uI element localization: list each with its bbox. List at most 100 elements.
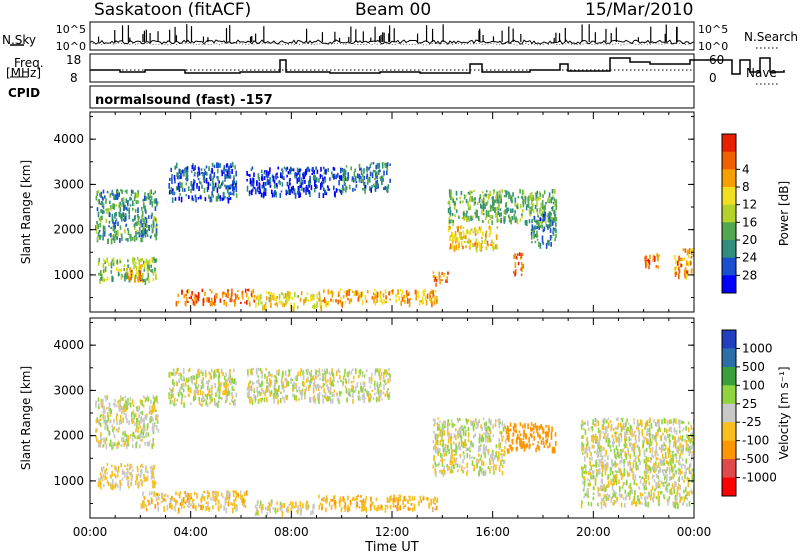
time-tick-label: 08:00 — [274, 525, 309, 539]
colorbar-tick-label: 12 — [742, 198, 757, 212]
colorbar-swatch — [722, 403, 736, 423]
colorbar-swatch — [722, 222, 736, 241]
freq-trace — [90, 57, 785, 75]
time-tick-label: 04:00 — [173, 525, 208, 539]
colorbar-swatch — [722, 477, 736, 497]
scatter-region — [126, 264, 142, 283]
scatter-region — [432, 271, 449, 287]
colorbar-tick-label: 100 — [742, 378, 765, 392]
nave-tick-bottom: 0 — [709, 71, 717, 85]
colorbar-swatch — [722, 169, 736, 188]
cpid-label: CPID — [8, 86, 41, 100]
colorbar-swatch — [722, 440, 736, 460]
beam-title: Beam 00 — [355, 0, 432, 20]
time-tick-label: 00:00 — [73, 525, 108, 539]
colorbar-swatch — [722, 151, 736, 170]
scatter-region — [97, 463, 157, 491]
scatter-region — [432, 417, 507, 478]
colorbar-tick-label: -1000 — [742, 471, 777, 485]
power-colorbar: 4 8 12 16 20 24 28 Power [dB] — [721, 133, 791, 294]
time-axis-label: Time UT — [364, 540, 418, 554]
scatter-region — [674, 248, 694, 280]
velocity-panel: 1000 2000 3000 4000 Slant Range [km] — [19, 317, 695, 519]
scatter-region — [95, 395, 160, 450]
scatter-region — [530, 211, 557, 249]
scatter-region — [246, 367, 391, 405]
time-tick-label: 16:00 — [475, 525, 510, 539]
nsearch-label: N.Search — [744, 30, 799, 44]
freq-tick-top: 18 — [66, 53, 81, 67]
scatter-region — [95, 189, 159, 245]
time-tick-label: 20:00 — [576, 525, 611, 539]
colorbar-swatch — [722, 366, 736, 386]
station-title: Saskatoon (fitACF) — [94, 0, 252, 20]
cpid-text: normalsound (fast) -157 — [95, 93, 273, 108]
colorbar-tick-label: 1000 — [742, 341, 773, 355]
colorbar-swatch — [722, 204, 736, 223]
noise-tick-bottom: 10^0 — [56, 40, 86, 53]
colorbar-tick-label: -25 — [742, 415, 762, 429]
colorbar-tick-label: 25 — [742, 397, 757, 411]
scatter-region — [253, 290, 323, 312]
y-tick-label: 4000 — [53, 132, 84, 146]
y-tick-label: 3000 — [53, 177, 84, 191]
colorbar-swatch — [722, 422, 736, 442]
freq-label: Freq. — [14, 56, 44, 70]
colorbar-swatch — [722, 240, 736, 259]
scatter-region — [447, 225, 499, 253]
scatter-region — [175, 288, 256, 307]
colorbar-tick-label: 28 — [742, 268, 757, 282]
date-title: 15/Mar/2010 — [585, 0, 694, 20]
colorbar-label: Power [dB] — [777, 181, 791, 246]
colorbar-swatch — [722, 187, 736, 206]
nsky-label: N.Sky — [2, 33, 37, 47]
scatter-region — [246, 166, 344, 199]
colorbar-swatch — [722, 385, 736, 405]
colorbar-tick-label: 16 — [742, 215, 757, 229]
nsearch-tick-bottom: 10^0 — [698, 40, 728, 53]
y-tick-label: 1000 — [53, 474, 84, 488]
time-axis: 00:00 04:00 08:00 12:00 16:00 20:00 00:00 — [73, 525, 712, 539]
scatter-region — [644, 253, 660, 270]
colorbar-tick-label: 500 — [742, 360, 765, 374]
time-tick-label: 12:00 — [375, 525, 410, 539]
y-axis-label: Slant Range [km] — [19, 160, 33, 264]
colorbar-tick-label: -500 — [742, 452, 769, 466]
colorbar-swatch — [722, 275, 736, 294]
scatter-region — [341, 162, 391, 195]
y-axis-label: Slant Range [km] — [19, 366, 33, 470]
colorbar-tick-label: 4 — [742, 162, 750, 176]
freq-tick-bottom: 8 — [70, 71, 78, 85]
y-tick-label: 3000 — [53, 383, 84, 397]
noise-tick-top: 10^5 — [56, 23, 86, 36]
time-tick-label: 00:00 — [677, 525, 712, 539]
colorbar-tick-label: 20 — [742, 233, 757, 247]
scatter-region — [580, 417, 694, 510]
scatter-region — [505, 422, 557, 454]
colorbar-tick-label: -100 — [742, 434, 769, 448]
scatter-region — [168, 161, 238, 204]
nsearch-tick-top: 10^5 — [698, 23, 728, 36]
scatter-region — [513, 252, 524, 277]
scatter-region — [318, 494, 439, 513]
y-tick-label: 1000 — [53, 268, 84, 282]
colorbar-swatch — [722, 459, 736, 478]
scatter-region — [322, 288, 438, 308]
y-tick-label: 2000 — [53, 429, 84, 443]
y-tick-label: 2000 — [53, 223, 84, 237]
scatter-region — [168, 367, 238, 408]
colorbar-swatch — [722, 134, 736, 153]
scatter-region — [254, 499, 315, 517]
power-panel: 1000 2000 3000 4000 Slant Range [km] — [19, 111, 695, 313]
colorbar-tick-label: 24 — [742, 251, 757, 265]
colorbar-swatch — [722, 330, 736, 349]
nave-label: Nave — [746, 66, 777, 80]
noise-trace — [89, 24, 695, 46]
colorbar-swatch — [722, 348, 736, 368]
colorbar-label: Velocity [m s⁻¹] — [777, 366, 791, 459]
colorbar-swatch — [722, 257, 736, 276]
colorbar-tick-label: 8 — [742, 180, 750, 194]
y-tick-label: 4000 — [53, 338, 84, 352]
